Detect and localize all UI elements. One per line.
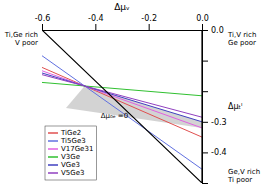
legend-swatch: [48, 172, 58, 174]
x-axis-line: [43, 24, 203, 31]
legend-label: V5Ge3: [61, 169, 84, 177]
series-line: [42, 56, 202, 169]
y-axis-label: Δμₜᴵ: [228, 102, 242, 111]
x-tick-mark: [42, 24, 43, 30]
series-line: [42, 75, 202, 118]
y-tick: [202, 183, 208, 184]
y-axis-line: [203, 31, 209, 184]
legend-label: TiGe2: [60, 129, 81, 137]
x-axis-label: Δμᵥ: [114, 2, 130, 12]
legend-swatch: [48, 132, 58, 134]
y-tick-mark: [202, 30, 208, 31]
legend: TiGe2Ti5Ge3V17Ge31V3GeVGe3V5Ge3: [45, 126, 96, 180]
annotation: Ti,Ge richV poor: [4, 31, 38, 47]
x-tick: -0.2: [141, 14, 157, 30]
y-tick: 0.0: [202, 26, 224, 35]
legend-swatch: [48, 156, 58, 158]
y-tick-label: 0.0: [211, 26, 224, 35]
boundary-line: [42, 30, 202, 183]
y-tick: -0.4: [202, 148, 227, 157]
x-tick-label: -0.6: [35, 14, 51, 23]
annotation: Δμ₀ₑ =0: [101, 112, 129, 120]
y-tick-mark: [202, 152, 208, 153]
legend-label: V3Ge: [61, 153, 80, 161]
plot: -0.6 -0.4 -0.2 0.00.0 -0.3 -0.4 Δμᵥ Δμₜᴵ Ti,Ge r…: [4, 2, 260, 184]
y-tick-mark: [202, 122, 208, 123]
legend-label: V17Ge31: [61, 145, 93, 153]
y-tick-mark: [202, 91, 208, 92]
x-axis: -0.6 -0.4 -0.2 0.0: [35, 14, 209, 31]
x-tick-mark: [95, 24, 96, 30]
legend-swatch: [48, 164, 58, 166]
x-tick: -0.4: [88, 14, 104, 30]
series-line: [42, 71, 202, 128]
series-line: [42, 73, 202, 122]
y-tick-label: -0.3: [211, 118, 227, 127]
legend-label: VGe3: [61, 161, 80, 169]
series-line: [42, 82, 202, 95]
legend-swatch: [48, 148, 58, 150]
annotation: Ti,V richGe poor: [227, 31, 256, 47]
y-tick-mark: [202, 183, 208, 184]
x-tick-label: -0.2: [141, 14, 157, 23]
y-tick: -0.3: [202, 118, 227, 127]
chart: -0.6 -0.4 -0.2 0.00.0 -0.3 -0.4 Δμᵥ Δμₜᴵ Ti,Ge r…: [0, 0, 264, 189]
x-tick-label: -0.4: [88, 14, 104, 23]
legend-swatch: [48, 140, 58, 142]
annotation: Ge,V richTi poor: [227, 168, 260, 184]
x-tick: 0.0: [196, 14, 209, 30]
y-tick-label: -0.4: [211, 148, 227, 157]
y-tick-mark: [202, 61, 208, 62]
x-tick-label: 0.0: [196, 14, 209, 23]
y-axis: 0.0 -0.3 -0.4: [202, 26, 227, 183]
legend-frame: [45, 126, 96, 180]
x-tick-mark: [149, 24, 150, 30]
x-tick: -0.6: [35, 14, 51, 30]
y-tick: [202, 91, 208, 92]
y-tick: [202, 61, 208, 62]
marks: [42, 30, 202, 183]
legend-label: Ti5Ge3: [60, 137, 86, 145]
x-tick-mark: [202, 24, 203, 30]
